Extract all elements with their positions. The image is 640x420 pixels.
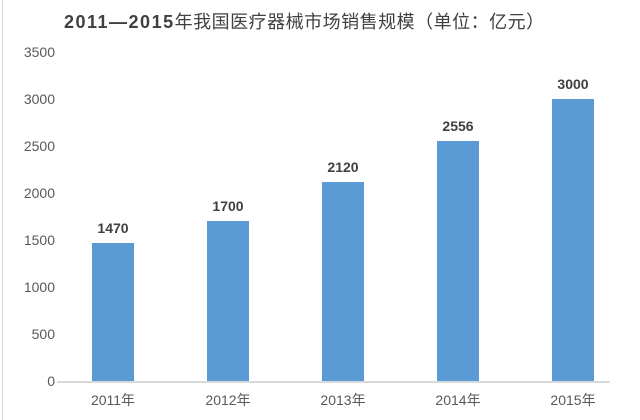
y-axis-tick-label: 1000 xyxy=(23,279,55,295)
x-axis-label: 2015年 xyxy=(550,392,596,408)
bar-2014年 xyxy=(437,141,479,381)
y-axis-tick-label: 500 xyxy=(31,326,55,342)
bar-2015年 xyxy=(552,99,594,381)
x-axis-label: 2013年 xyxy=(320,392,366,408)
bar-2011年 xyxy=(92,243,134,381)
x-axis-label: 2014年 xyxy=(435,392,481,408)
bar-2013年 xyxy=(322,182,364,381)
y-axis-tick-label: 3000 xyxy=(23,91,55,107)
x-axis-label: 2011年 xyxy=(90,392,136,408)
y-axis-tick-label: 2000 xyxy=(23,185,55,201)
bar-value-label: 1700 xyxy=(212,198,244,214)
chart-title-text: 年我国医疗器械市场销售规模（单位：亿元） xyxy=(174,12,545,32)
y-axis-tick-label: 0 xyxy=(47,373,55,389)
chart-title-year-range: 2011—2015 xyxy=(64,12,175,32)
chart-title: 2011—2015年我国医疗器械市场销售规模（单位：亿元） xyxy=(64,8,624,34)
bar-value-label: 2556 xyxy=(442,118,474,134)
left-border-line xyxy=(2,0,3,420)
bar-value-label: 3000 xyxy=(557,76,589,92)
bar-value-label: 2120 xyxy=(327,159,359,175)
bar-value-label: 1470 xyxy=(97,220,129,236)
x-axis-line xyxy=(57,381,610,383)
bar-2012年 xyxy=(207,221,249,381)
y-axis-tick-label: 1500 xyxy=(23,232,55,248)
y-axis-tick-label: 2500 xyxy=(23,138,55,154)
y-axis-tick-label: 3500 xyxy=(23,44,55,60)
x-axis-label: 2012年 xyxy=(205,392,251,408)
